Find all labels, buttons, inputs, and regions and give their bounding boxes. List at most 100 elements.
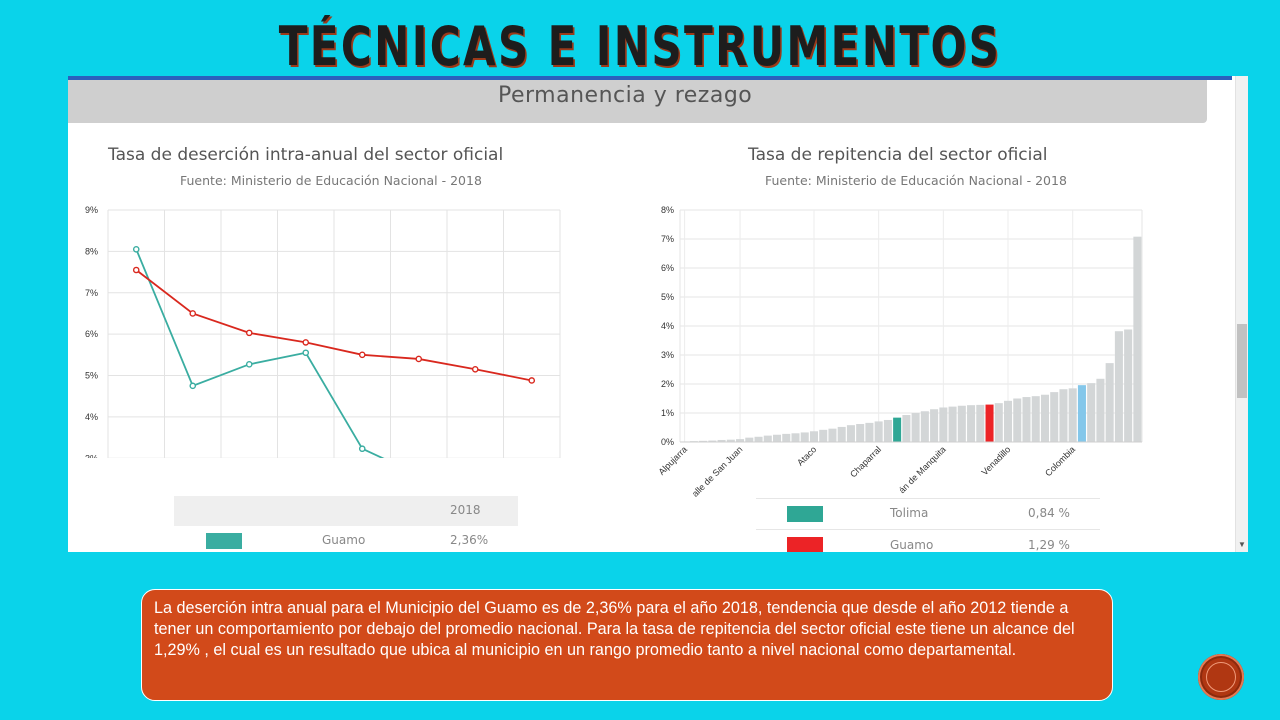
data-point	[471, 365, 479, 373]
bar	[791, 433, 800, 442]
x-tick-label: Alpujarra	[656, 444, 689, 477]
bar	[948, 406, 957, 442]
data-point	[528, 377, 536, 384]
bar	[754, 436, 763, 442]
y-tick-label: 4%	[85, 412, 98, 422]
repetition-row-label: Tolima	[890, 506, 929, 520]
bar	[985, 404, 994, 442]
data-point	[245, 329, 253, 337]
y-tick-label: 7%	[661, 234, 674, 244]
bar	[994, 403, 1003, 442]
dropout-row-value: 2,36%	[450, 533, 489, 547]
bar	[1050, 392, 1059, 442]
y-tick-label: 8%	[85, 246, 98, 256]
bar	[856, 424, 865, 442]
series-line	[135, 248, 385, 458]
repetition-row-label: Guamo	[890, 538, 934, 552]
bar	[920, 411, 929, 442]
bar	[763, 435, 772, 442]
bar	[1124, 329, 1133, 442]
bar	[1031, 396, 1040, 442]
bar	[893, 417, 902, 442]
legend-swatch-guamo	[206, 533, 242, 549]
bar	[1059, 389, 1068, 442]
slide-title: TÉCNICAS E INSTRUMENTOS	[278, 15, 1002, 78]
legend-swatch-guamo	[787, 537, 823, 552]
bar	[1013, 398, 1022, 442]
data-point	[132, 246, 140, 253]
repetition-chart-title: Tasa de repitencia del sector oficial	[748, 145, 1048, 165]
bar	[726, 439, 735, 442]
bar	[699, 440, 708, 442]
next-slide-button[interactable]	[1198, 654, 1244, 700]
table-row: Guamo 2,36%	[174, 526, 518, 552]
repetition-chart-source: Fuente: Ministerio de Educación Nacional…	[765, 173, 1067, 188]
table-row: Guamo 1,29 %	[756, 529, 1100, 552]
repetition-bar-chart: 0% 1% 2% 3% 4% 5% 6% 7% 8% Alpujarra alle de San J…	[656, 205, 1143, 499]
dashboard-screenshot: Permanencia y rezago Tasa de deserción i…	[68, 76, 1248, 552]
y-tick-label: 9%	[85, 205, 98, 215]
bar	[773, 434, 782, 442]
y-tick-label: 7%	[85, 288, 98, 298]
data-point	[358, 445, 366, 453]
scrollbar[interactable]: ▼	[1235, 76, 1248, 552]
data-point	[189, 310, 197, 317]
y-tick-label: 3%	[85, 453, 98, 458]
section-title: Permanencia y rezago	[498, 83, 753, 108]
dropout-row-label: Guamo	[322, 533, 366, 547]
data-point	[358, 351, 366, 359]
bar	[708, 440, 717, 442]
bar	[736, 439, 745, 442]
dropout-chart-source: Fuente: Ministerio de Educación Nacional…	[180, 173, 482, 188]
dropout-table-year: 2018	[450, 503, 481, 517]
section-header: Permanencia y rezago	[68, 80, 1207, 123]
x-tick-label: án de Manquita	[897, 444, 948, 495]
y-tick-label: 6%	[661, 263, 674, 273]
bar	[902, 415, 911, 442]
data-point	[245, 361, 253, 368]
bar	[819, 429, 828, 442]
data-point	[415, 355, 423, 363]
bar	[837, 426, 846, 442]
bar	[1022, 397, 1031, 442]
table-row: Tolima 0,84 %	[756, 498, 1100, 530]
bar	[976, 404, 985, 442]
bar	[782, 433, 791, 442]
bar	[865, 422, 874, 442]
data-point	[132, 266, 140, 274]
bar	[874, 421, 883, 442]
x-tick-label: Colombia	[1043, 444, 1077, 478]
bar	[1133, 236, 1142, 442]
scroll-down-arrow-icon[interactable]: ▼	[1238, 540, 1246, 549]
bar	[1087, 383, 1096, 442]
bar	[939, 407, 948, 442]
x-tick-label: Venadillo	[980, 444, 1013, 477]
y-tick-label: 5%	[85, 371, 98, 381]
bar	[1096, 378, 1105, 442]
bar	[930, 409, 939, 442]
nav-strip	[68, 76, 1232, 80]
x-tick-label: alle de San Juan	[690, 444, 744, 498]
repetition-row-value: 0,84 %	[1028, 506, 1070, 520]
bar	[911, 413, 920, 442]
y-tick-label: 0%	[661, 437, 674, 447]
bar	[1114, 331, 1123, 442]
dropout-line-chart: 1%2%3%4%5%6%7%8%9%2011201220132014201520…	[85, 205, 561, 458]
y-tick-label: 8%	[661, 205, 674, 215]
summary-text: La deserción intra anual para el Municip…	[154, 599, 1075, 659]
data-point	[189, 382, 197, 390]
bar	[957, 405, 966, 442]
x-tick-label: Ataco	[795, 444, 818, 467]
bar	[1040, 394, 1049, 442]
scrollbar-thumb[interactable]	[1237, 324, 1247, 398]
bar	[883, 419, 892, 442]
data-point	[302, 349, 310, 357]
bar	[828, 428, 837, 442]
y-tick-label: 4%	[661, 321, 674, 331]
series-line	[135, 269, 532, 382]
next-slide-icon	[1206, 662, 1236, 692]
bar	[1068, 388, 1077, 442]
dropout-chart-title: Tasa de deserción intra-anual del sector…	[108, 145, 504, 165]
bar	[809, 431, 818, 442]
repetition-row-value: 1,29 %	[1028, 538, 1070, 552]
